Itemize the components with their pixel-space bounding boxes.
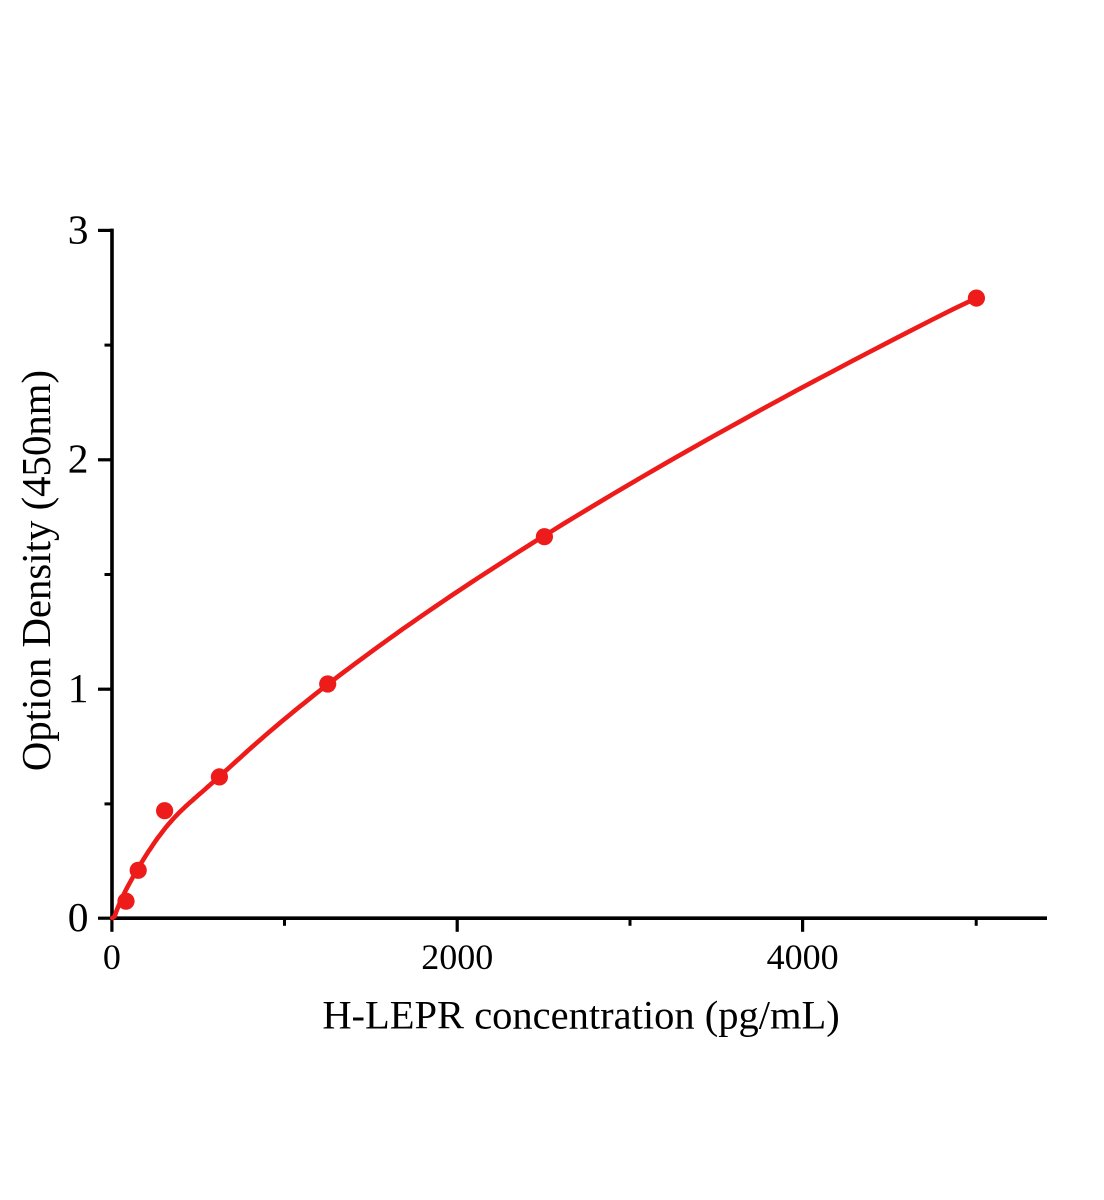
svg-text:H-LEPR concentration (pg/mL): H-LEPR concentration (pg/mL)	[322, 993, 839, 1038]
svg-text:2: 2	[68, 436, 89, 482]
svg-text:0: 0	[103, 937, 121, 977]
svg-text:4000: 4000	[767, 937, 839, 977]
svg-text:2000: 2000	[421, 937, 493, 977]
svg-text:Option Density (450nm): Option Density (450nm)	[14, 370, 59, 771]
svg-text:1: 1	[68, 665, 89, 711]
svg-text:3: 3	[68, 206, 89, 252]
svg-text:0: 0	[68, 894, 89, 940]
